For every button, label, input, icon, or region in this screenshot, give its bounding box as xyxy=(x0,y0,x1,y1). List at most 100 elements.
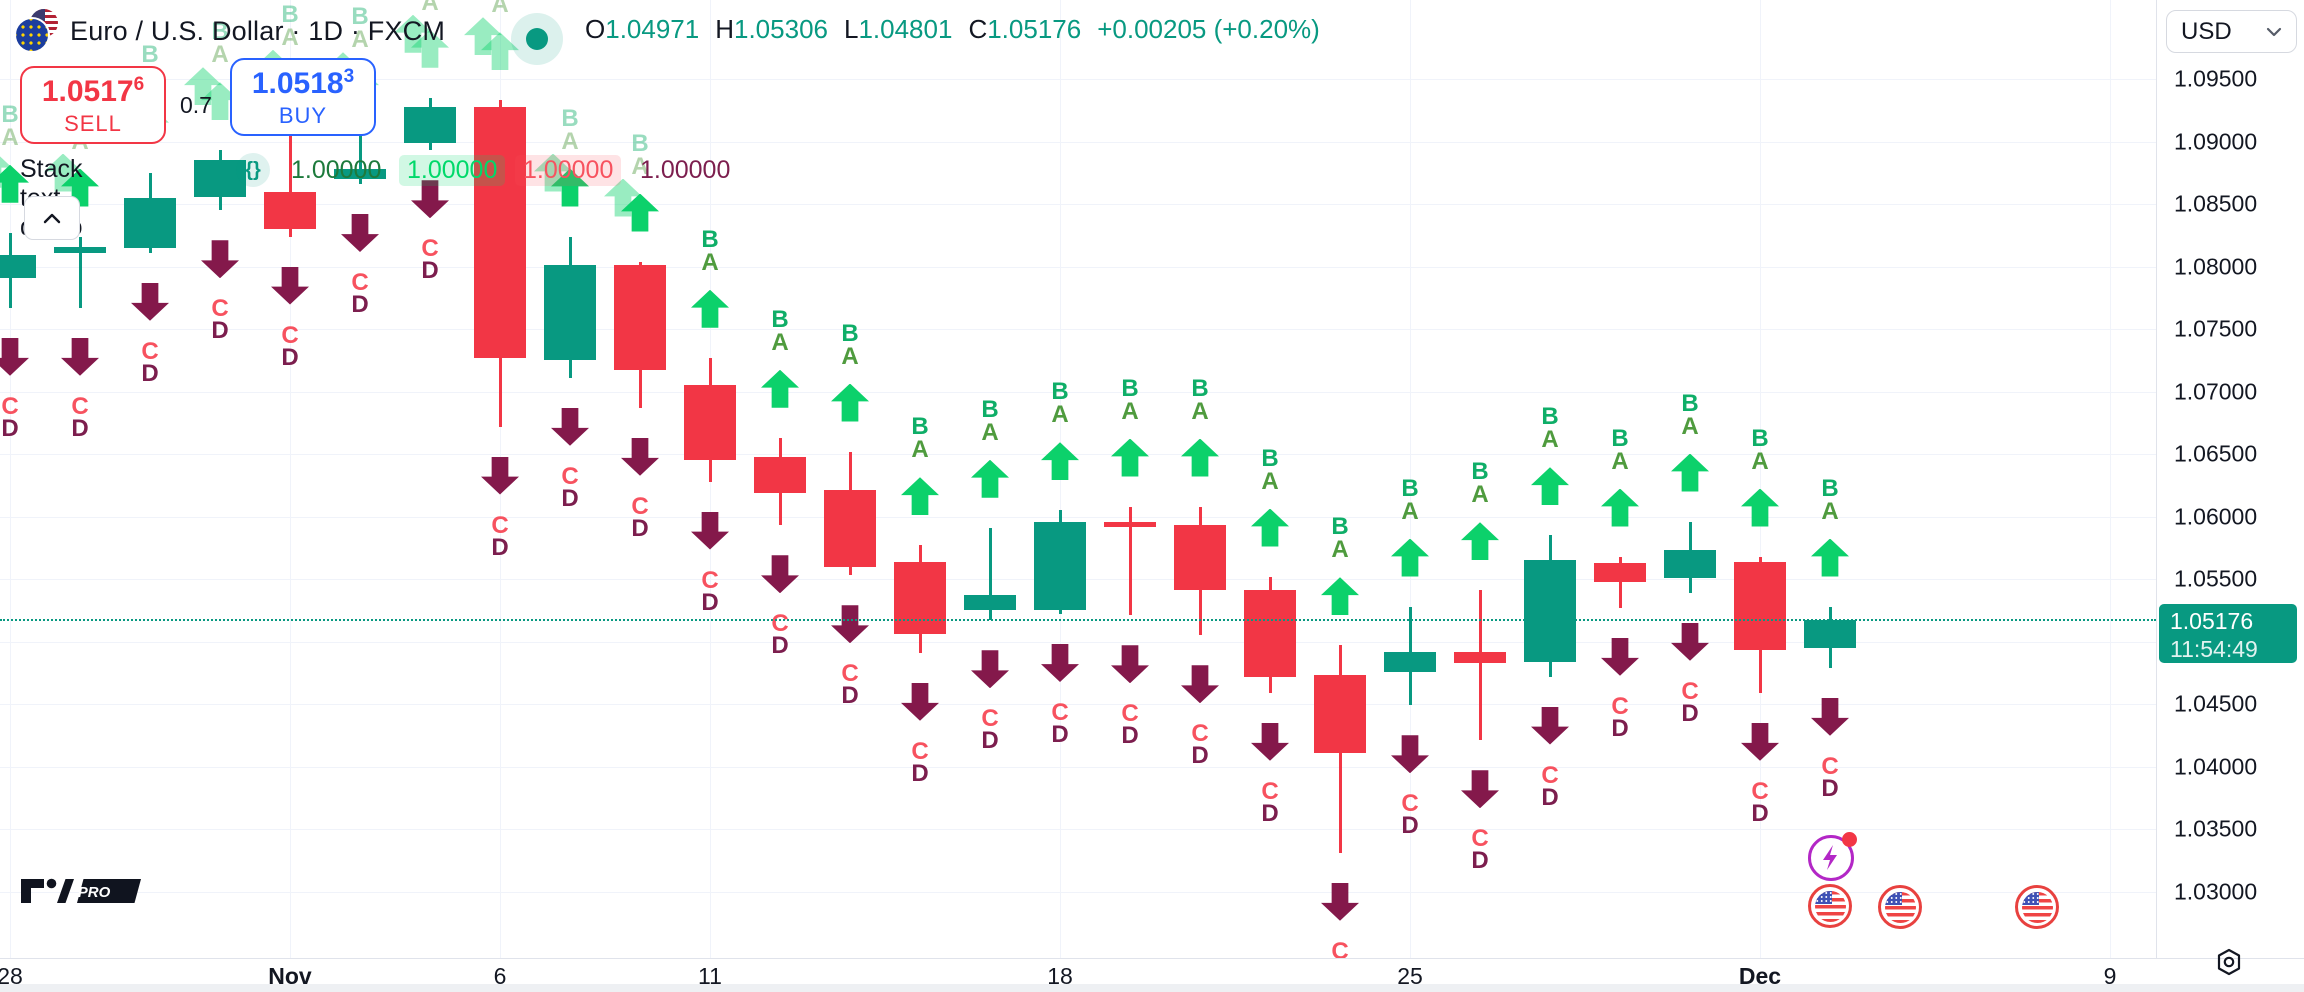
candle xyxy=(1174,525,1226,591)
buy-price-pip: 3 xyxy=(343,65,355,87)
signal-letter-D: D xyxy=(1261,799,1279,827)
symbol-legend[interactable]: Euro / U.S. Dollar · 1D · FXCM xyxy=(14,8,445,54)
close-value: 1.05176 xyxy=(987,14,1082,44)
buy-signal-arrow-icon xyxy=(1741,488,1779,527)
candle xyxy=(1034,521,1086,611)
signal-letter-C: C xyxy=(491,511,509,539)
signal-letter-B: B xyxy=(1681,389,1699,417)
sell-signal-arrow-icon xyxy=(901,682,939,721)
signal-letter-A: A xyxy=(1611,447,1629,475)
sell-signal-arrow-icon xyxy=(1041,644,1079,682)
signal-letter-C: C xyxy=(1051,699,1069,726)
signal-letter-A: A xyxy=(1261,467,1279,495)
collapse-legend-button[interactable] xyxy=(24,196,80,240)
signal-letter-C: C xyxy=(981,705,999,733)
economic-event-us-flag-icon[interactable] xyxy=(1878,885,1922,929)
signal-letter-C: C xyxy=(1471,825,1489,853)
signal-letter-D: D xyxy=(1611,714,1629,742)
sell-signal-arrow-icon xyxy=(201,240,239,279)
signal-letter-A: A xyxy=(1751,447,1769,475)
signal-letter-B: B xyxy=(1,100,19,128)
economic-event-us-flag-icon[interactable] xyxy=(1808,884,1852,928)
candle xyxy=(544,265,596,361)
axis-settings-gear-icon[interactable] xyxy=(2213,946,2245,983)
signal-letter-D: D xyxy=(981,727,999,755)
h-gridline xyxy=(0,766,2156,768)
signal-letter-C: C xyxy=(1401,790,1419,818)
candle xyxy=(264,191,316,229)
time-tick-label: 11 xyxy=(698,963,722,989)
candle xyxy=(894,561,946,634)
candle xyxy=(404,106,456,143)
sell-button[interactable]: 1.05176 SELL xyxy=(20,66,166,144)
signal-letter-C: C xyxy=(1261,777,1279,805)
signal-letter-A: A xyxy=(771,328,789,356)
v-gridline xyxy=(1760,0,1761,958)
signal-letter-C: C xyxy=(421,235,439,263)
sell-signal-arrow-icon xyxy=(131,282,169,321)
signal-letter-A: A xyxy=(631,152,649,180)
signal-letter-B: B xyxy=(141,40,159,68)
news-lightning-icon[interactable] xyxy=(1808,835,1854,881)
candle-wick xyxy=(78,236,82,308)
price-axis[interactable]: USD 1.09500 1.09000 1.08500 1.08000 1.07500 1… xyxy=(2156,0,2304,958)
signal-letter-D: D xyxy=(841,682,859,710)
candle xyxy=(474,106,526,358)
low-value: 1.04801 xyxy=(858,14,953,44)
close-label: C xyxy=(968,14,988,44)
buy-signal-arrow-icon xyxy=(971,459,1009,498)
h-gridline xyxy=(0,891,2156,893)
signal-letter-B: B xyxy=(561,104,579,132)
signal-letter-D: D xyxy=(1471,847,1489,875)
signal-letter-D: D xyxy=(1,414,19,442)
candle xyxy=(334,169,386,179)
v-gridline xyxy=(2110,0,2111,958)
candle xyxy=(1454,651,1506,663)
indicator-value: 1.00000 xyxy=(515,155,622,186)
price-tick-label: 1.03000 xyxy=(2174,878,2258,904)
open-label: O xyxy=(585,14,606,44)
signal-letter-B: B xyxy=(1121,374,1139,402)
bottom-scroll-strip[interactable] xyxy=(0,984,2304,992)
candle xyxy=(964,595,1016,611)
buy-button[interactable]: 1.05183 BUY xyxy=(230,58,376,136)
buy-signal-arrow-icon xyxy=(761,369,799,408)
candle xyxy=(1314,675,1366,753)
sell-signal-arrow-icon xyxy=(1741,722,1779,761)
signal-letter-C: C xyxy=(1121,700,1139,728)
signal-letter-B: B xyxy=(1191,374,1209,402)
price-tick-label: 1.09000 xyxy=(2174,128,2258,154)
buy-signal-arrow-icon xyxy=(831,383,869,422)
change-value: +0.00205 (+0.20%) xyxy=(1097,14,1320,44)
sell-signal-arrow-icon xyxy=(621,437,659,476)
signal-letter-D: D xyxy=(1821,774,1839,802)
time-tick-label: 9 xyxy=(2103,963,2117,989)
signal-letter-A: A xyxy=(1051,401,1069,429)
signal-letter-B: B xyxy=(1471,458,1489,486)
signal-letter-D: D xyxy=(561,484,579,512)
signal-letter-A: A xyxy=(1331,536,1349,564)
source-code-icon[interactable]: {} xyxy=(236,153,270,187)
open-value: 1.04971 xyxy=(605,14,700,44)
market-status-dot[interactable] xyxy=(526,28,548,50)
v-gridline xyxy=(10,0,11,958)
signal-letter-D: D xyxy=(1751,799,1769,827)
signal-letter-A: A xyxy=(1681,412,1699,440)
buy-signal-arrow-icon xyxy=(1811,538,1849,577)
buy-signal-arrow-icon xyxy=(1111,438,1149,477)
buy-signal-arrow-icon xyxy=(691,289,729,328)
signal-letter-B: B xyxy=(1051,378,1069,406)
spread-value: 0.7 xyxy=(180,92,212,118)
buy-signal-arrow-icon xyxy=(1251,508,1289,547)
economic-event-us-flag-icon[interactable] xyxy=(2015,885,2059,929)
tradingview-logo-icon: PRO xyxy=(21,878,141,903)
signal-letter-D: D xyxy=(911,759,929,787)
chart-pane[interactable]: BACDBACDBACDBACDBACDBACDBACDBACDBACDBACD… xyxy=(0,0,2156,958)
signal-letter-C: C xyxy=(841,660,859,688)
symbol-title[interactable]: Euro / U.S. Dollar · 1D · FXCM xyxy=(70,15,446,46)
signal-letter-B: B xyxy=(1821,474,1839,502)
tradingview-pro-logo[interactable]: PRO xyxy=(20,872,142,909)
v-gridline xyxy=(1410,0,1411,958)
currency-selector[interactable]: USD xyxy=(2166,10,2297,53)
signal-letter-B: B xyxy=(351,3,369,31)
